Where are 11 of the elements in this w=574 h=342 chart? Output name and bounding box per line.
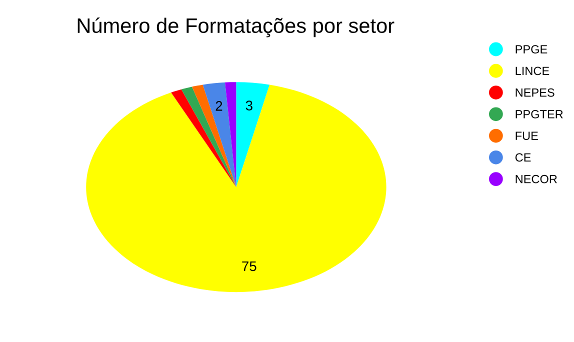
legend-label: PPGE — [516, 45, 548, 54]
data-label: 3 — [246, 100, 252, 110]
legend-label: LINCE — [516, 66, 550, 76]
legend-label: CE — [515, 153, 531, 162]
legend-label: NECOR — [516, 174, 557, 184]
legend-label: NEPES — [516, 88, 554, 97]
data-label: 2 — [216, 101, 222, 111]
legend-label: PPGTER — [516, 110, 563, 118]
chart-title: Número de Formatações por setor — [78, 17, 394, 38]
data-label: 75 — [242, 261, 256, 272]
legend-label: FUE — [516, 132, 538, 140]
